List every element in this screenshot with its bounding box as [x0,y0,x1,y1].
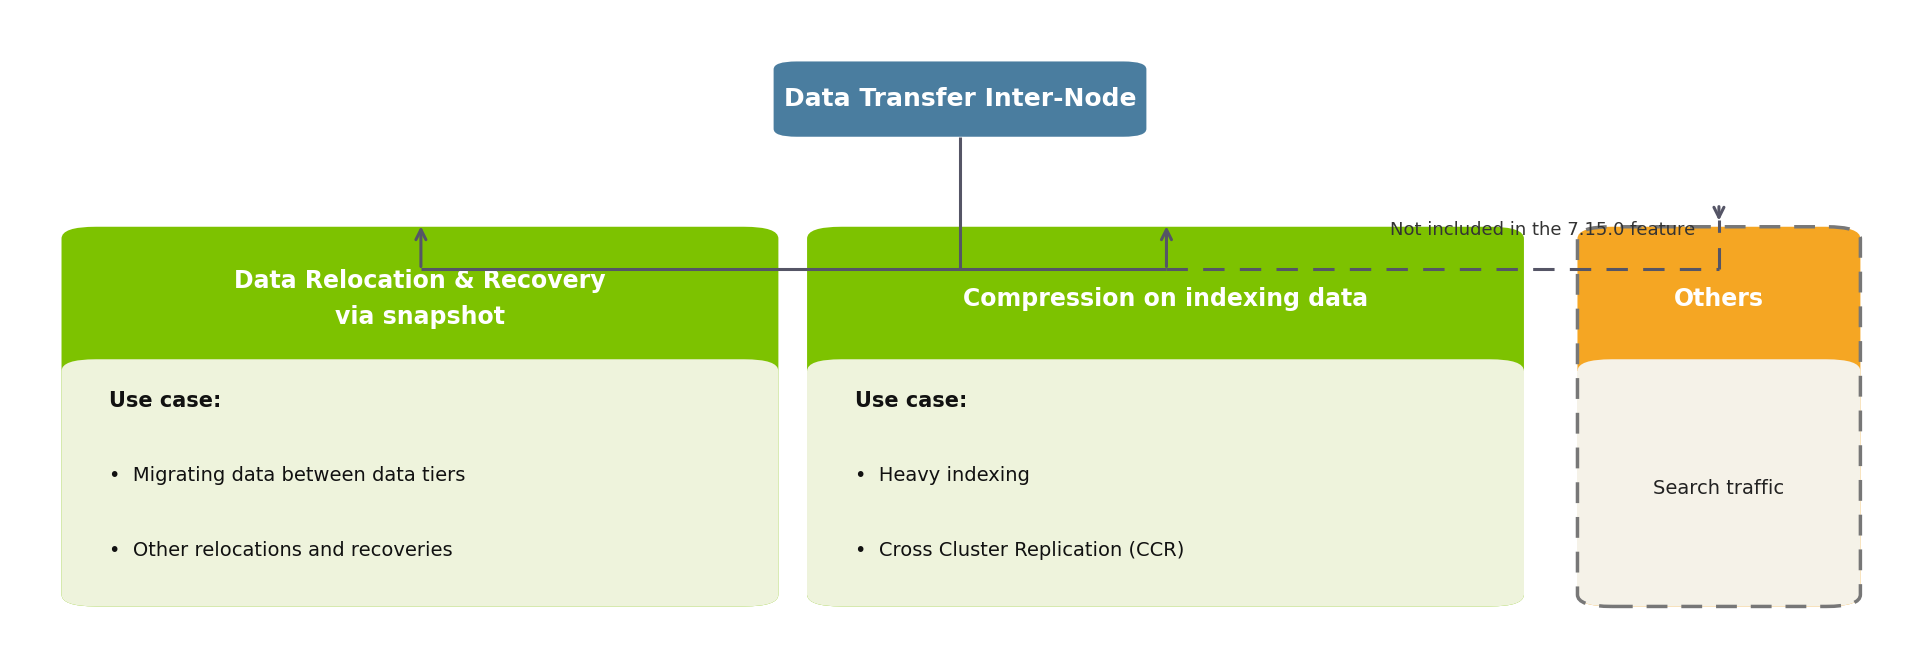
FancyBboxPatch shape [1578,359,1860,607]
Text: •  Cross Cluster Replication (CCR): • Cross Cluster Replication (CCR) [854,541,1185,560]
Text: Data Relocation & Recovery
via snapshot: Data Relocation & Recovery via snapshot [234,269,607,329]
Text: Data Transfer Inter-Node: Data Transfer Inter-Node [783,87,1137,111]
Text: •  Other relocations and recoveries: • Other relocations and recoveries [109,541,453,560]
FancyBboxPatch shape [806,371,1524,595]
Text: Not included in the 7.15.0 feature: Not included in the 7.15.0 feature [1390,221,1695,239]
FancyBboxPatch shape [1578,371,1860,595]
FancyBboxPatch shape [806,227,1524,607]
FancyBboxPatch shape [61,371,778,595]
Text: Others: Others [1674,287,1764,311]
Text: Search traffic: Search traffic [1653,479,1784,499]
FancyBboxPatch shape [806,359,1524,607]
FancyBboxPatch shape [61,359,778,607]
Text: Use case:: Use case: [854,391,968,410]
Text: •  Heavy indexing: • Heavy indexing [854,466,1029,485]
Text: •  Migrating data between data tiers: • Migrating data between data tiers [109,466,467,485]
Text: Use case:: Use case: [109,391,221,410]
FancyBboxPatch shape [1578,227,1860,607]
FancyBboxPatch shape [774,62,1146,137]
FancyBboxPatch shape [61,227,778,607]
Text: Compression on indexing data: Compression on indexing data [964,287,1369,311]
